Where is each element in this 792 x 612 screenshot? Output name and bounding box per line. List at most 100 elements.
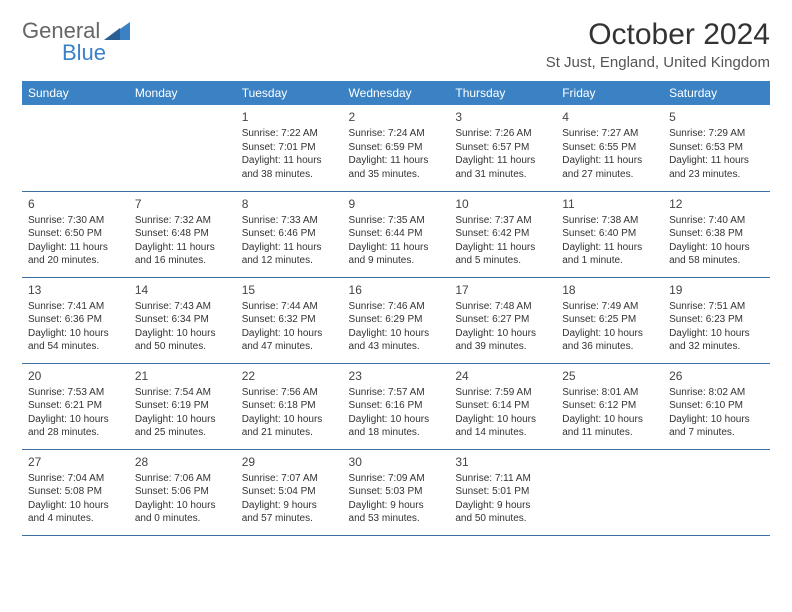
daylight-line: and 58 minutes. [669, 254, 764, 268]
sunrise-line: Sunrise: 7:44 AM [242, 300, 337, 314]
daylight-line: Daylight: 10 hours [669, 413, 764, 427]
day-number: 8 [242, 196, 337, 212]
daylight-line: and 27 minutes. [562, 168, 657, 182]
day-number: 26 [669, 368, 764, 384]
daylight-line: Daylight: 10 hours [669, 241, 764, 255]
day-number: 3 [455, 109, 550, 125]
day-cell: 19Sunrise: 7:51 AMSunset: 6:23 PMDayligh… [663, 277, 770, 363]
day-number: 12 [669, 196, 764, 212]
day-number: 19 [669, 282, 764, 298]
sunrise-line: Sunrise: 7:04 AM [28, 472, 123, 486]
daylight-line: Daylight: 11 hours [669, 154, 764, 168]
sunrise-line: Sunrise: 7:48 AM [455, 300, 550, 314]
sunrise-line: Sunrise: 7:56 AM [242, 386, 337, 400]
daylight-line: Daylight: 10 hours [455, 327, 550, 341]
day-cell: 25Sunrise: 8:01 AMSunset: 6:12 PMDayligh… [556, 363, 663, 449]
daylight-line: Daylight: 11 hours [455, 154, 550, 168]
day-cell: 9Sunrise: 7:35 AMSunset: 6:44 PMDaylight… [343, 191, 450, 277]
day-number: 2 [349, 109, 444, 125]
daylight-line: Daylight: 10 hours [349, 413, 444, 427]
daylight-line: Daylight: 11 hours [562, 154, 657, 168]
day-header-row: SundayMondayTuesdayWednesdayThursdayFrid… [22, 81, 770, 105]
brand-triangle-icon [104, 22, 130, 45]
sunset-line: Sunset: 6:10 PM [669, 399, 764, 413]
day-number: 21 [135, 368, 230, 384]
day-number: 6 [28, 196, 123, 212]
empty-cell [556, 449, 663, 535]
daylight-line: and 38 minutes. [242, 168, 337, 182]
daylight-line: and 0 minutes. [135, 512, 230, 526]
day-cell: 28Sunrise: 7:06 AMSunset: 5:06 PMDayligh… [129, 449, 236, 535]
sunset-line: Sunset: 6:46 PM [242, 227, 337, 241]
day-cell: 7Sunrise: 7:32 AMSunset: 6:48 PMDaylight… [129, 191, 236, 277]
day-cell: 3Sunrise: 7:26 AMSunset: 6:57 PMDaylight… [449, 105, 556, 191]
day-cell: 22Sunrise: 7:56 AMSunset: 6:18 PMDayligh… [236, 363, 343, 449]
day-number: 9 [349, 196, 444, 212]
daylight-line: and 50 minutes. [455, 512, 550, 526]
daylight-line: and 50 minutes. [135, 340, 230, 354]
daylight-line: Daylight: 11 hours [135, 241, 230, 255]
daylight-line: Daylight: 11 hours [562, 241, 657, 255]
day-header: Saturday [663, 81, 770, 105]
sunset-line: Sunset: 5:04 PM [242, 485, 337, 499]
sunrise-line: Sunrise: 7:53 AM [28, 386, 123, 400]
day-number: 5 [669, 109, 764, 125]
day-cell: 16Sunrise: 7:46 AMSunset: 6:29 PMDayligh… [343, 277, 450, 363]
sunset-line: Sunset: 6:42 PM [455, 227, 550, 241]
day-number: 1 [242, 109, 337, 125]
sunset-line: Sunset: 6:32 PM [242, 313, 337, 327]
day-cell: 11Sunrise: 7:38 AMSunset: 6:40 PMDayligh… [556, 191, 663, 277]
daylight-line: Daylight: 10 hours [28, 499, 123, 513]
sunset-line: Sunset: 5:08 PM [28, 485, 123, 499]
daylight-line: Daylight: 10 hours [135, 327, 230, 341]
sunset-line: Sunset: 6:53 PM [669, 141, 764, 155]
brand-part2: Blue [62, 40, 106, 66]
daylight-line: and 23 minutes. [669, 168, 764, 182]
sunrise-line: Sunrise: 7:24 AM [349, 127, 444, 141]
sunrise-line: Sunrise: 7:09 AM [349, 472, 444, 486]
sunrise-line: Sunrise: 7:11 AM [455, 472, 550, 486]
sunset-line: Sunset: 6:59 PM [349, 141, 444, 155]
sunrise-line: Sunrise: 7:43 AM [135, 300, 230, 314]
day-cell: 31Sunrise: 7:11 AMSunset: 5:01 PMDayligh… [449, 449, 556, 535]
day-number: 11 [562, 196, 657, 212]
sunrise-line: Sunrise: 7:35 AM [349, 214, 444, 228]
day-number: 16 [349, 282, 444, 298]
sunrise-line: Sunrise: 7:30 AM [28, 214, 123, 228]
day-number: 13 [28, 282, 123, 298]
day-header: Wednesday [343, 81, 450, 105]
daylight-line: and 47 minutes. [242, 340, 337, 354]
day-cell: 2 Sunrise: 7:24 AMSunset: 6:59 PMDaylight… [343, 105, 450, 191]
sunset-line: Sunset: 6:40 PM [562, 227, 657, 241]
day-cell: 18Sunrise: 7:49 AMSunset: 6:25 PMDayligh… [556, 277, 663, 363]
day-cell: 17Sunrise: 7:48 AMSunset: 6:27 PMDayligh… [449, 277, 556, 363]
day-header: Friday [556, 81, 663, 105]
calendar-row: 13Sunrise: 7:41 AMSunset: 6:36 PMDayligh… [22, 277, 770, 363]
day-header: Tuesday [236, 81, 343, 105]
day-number: 29 [242, 454, 337, 470]
sunset-line: Sunset: 6:48 PM [135, 227, 230, 241]
empty-cell [663, 449, 770, 535]
day-number: 7 [135, 196, 230, 212]
daylight-line: Daylight: 10 hours [562, 413, 657, 427]
day-cell: 6Sunrise: 7:30 AMSunset: 6:50 PMDaylight… [22, 191, 129, 277]
day-number: 22 [242, 368, 337, 384]
sunset-line: Sunset: 6:29 PM [349, 313, 444, 327]
sunset-line: Sunset: 6:21 PM [28, 399, 123, 413]
daylight-line: Daylight: 10 hours [349, 327, 444, 341]
daylight-line: Daylight: 10 hours [562, 327, 657, 341]
daylight-line: and 12 minutes. [242, 254, 337, 268]
sunset-line: Sunset: 6:19 PM [135, 399, 230, 413]
sunrise-line: Sunrise: 7:27 AM [562, 127, 657, 141]
sunrise-line: Sunrise: 7:41 AM [28, 300, 123, 314]
day-number: 15 [242, 282, 337, 298]
day-cell: 15Sunrise: 7:44 AMSunset: 6:32 PMDayligh… [236, 277, 343, 363]
daylight-line: and 11 minutes. [562, 426, 657, 440]
sunset-line: Sunset: 5:06 PM [135, 485, 230, 499]
daylight-line: Daylight: 10 hours [135, 413, 230, 427]
day-number: 25 [562, 368, 657, 384]
sunrise-line: Sunrise: 7:54 AM [135, 386, 230, 400]
day-header: Thursday [449, 81, 556, 105]
day-cell: 14Sunrise: 7:43 AMSunset: 6:34 PMDayligh… [129, 277, 236, 363]
daylight-line: Daylight: 11 hours [349, 154, 444, 168]
